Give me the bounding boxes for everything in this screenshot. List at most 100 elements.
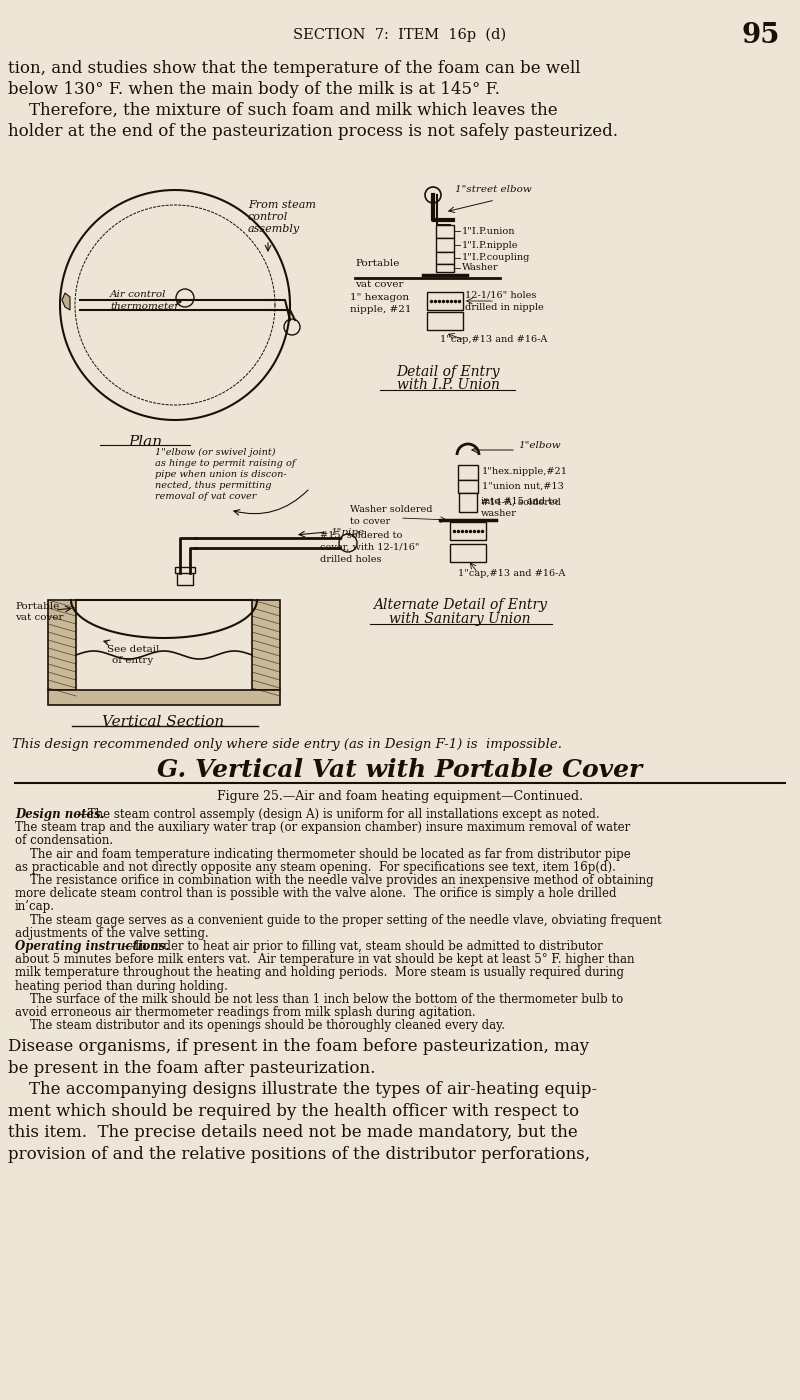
Text: —The steam control assemply (design A) is uniform for all installations except a: —The steam control assemply (design A) i… <box>76 808 600 820</box>
Text: into #15 and to: into #15 and to <box>481 497 558 507</box>
Text: as hinge to permit raising of: as hinge to permit raising of <box>155 459 295 468</box>
Text: avoid erroneous air thermometer readings from milk splash during agitation.: avoid erroneous air thermometer readings… <box>15 1007 476 1019</box>
Text: of condensation.: of condensation. <box>15 834 113 847</box>
Polygon shape <box>62 293 70 309</box>
Text: with Sanitary Union: with Sanitary Union <box>390 612 530 626</box>
Text: Portable: Portable <box>15 602 59 610</box>
Bar <box>450 545 486 561</box>
Text: ment which should be required by the health officer with respect to: ment which should be required by the hea… <box>8 1103 579 1120</box>
Text: The steam gage serves as a convenient guide to the proper setting of the needle : The steam gage serves as a convenient gu… <box>15 914 662 927</box>
Text: Therefore, the mixture of such foam and milk which leaves the: Therefore, the mixture of such foam and … <box>8 102 558 119</box>
Bar <box>436 225 454 238</box>
Text: washer: washer <box>481 510 517 518</box>
Text: The steam distributor and its openings should be thoroughly cleaned every day.: The steam distributor and its openings s… <box>15 1019 505 1032</box>
Bar <box>175 567 195 573</box>
Text: tion, and studies show that the temperature of the foam can be well: tion, and studies show that the temperat… <box>8 60 581 77</box>
Text: this item.  The precise details need not be made mandatory, but the: this item. The precise details need not … <box>8 1124 578 1141</box>
Text: cover, with 12-1/16": cover, with 12-1/16" <box>320 542 419 552</box>
Text: #14-A, soldered: #14-A, soldered <box>481 497 561 507</box>
Text: holder at the end of the pasteurization process is not safely pasteurized.: holder at the end of the pasteurization … <box>8 123 618 140</box>
Text: provision of and the relative positions of the distributor perforations,: provision of and the relative positions … <box>8 1147 590 1163</box>
Text: #15, soldered to: #15, soldered to <box>320 531 402 539</box>
Text: be present in the foam after pasteurization.: be present in the foam after pasteurizat… <box>8 1060 375 1077</box>
Text: in’cap.: in’cap. <box>15 900 55 913</box>
Text: 1"I.P.nipple: 1"I.P.nipple <box>462 241 518 249</box>
Text: of entry: of entry <box>112 657 154 665</box>
Bar <box>427 312 463 330</box>
Text: heating period than during holding.: heating period than during holding. <box>15 980 228 993</box>
Text: The steam trap and the auxiliary water trap (or expansion chamber) insure maximu: The steam trap and the auxiliary water t… <box>15 822 630 834</box>
Text: pipe when union is discon-: pipe when union is discon- <box>155 470 286 479</box>
Text: The accompanying designs illustrate the types of air-heating equip-: The accompanying designs illustrate the … <box>8 1081 597 1099</box>
Text: as practicable and not directly opposite any steam opening.  For specifications : as practicable and not directly opposite… <box>15 861 616 874</box>
Text: adjustments of the valve setting.: adjustments of the valve setting. <box>15 927 209 939</box>
Text: 1"union nut,#13: 1"union nut,#13 <box>482 482 564 490</box>
Text: —In order to heat air prior to filling vat, steam should be admitted to distribu: —In order to heat air prior to filling v… <box>123 939 603 953</box>
Text: Washer: Washer <box>462 263 498 273</box>
Text: 1"street elbow: 1"street elbow <box>455 185 532 195</box>
Text: nipple, #21: nipple, #21 <box>350 305 411 315</box>
Text: vat cover: vat cover <box>15 613 63 622</box>
Text: 95: 95 <box>742 22 780 49</box>
Text: with I.P. Union: with I.P. Union <box>397 378 499 392</box>
Text: 1"elbow: 1"elbow <box>518 441 561 449</box>
Text: Operating instructions.: Operating instructions. <box>15 939 170 953</box>
Bar <box>436 265 454 272</box>
Text: The resistance orifice in combination with the needle valve provides an inexpens: The resistance orifice in combination wi… <box>15 874 654 888</box>
Text: G. Vertical Vat with Portable Cover: G. Vertical Vat with Portable Cover <box>158 757 642 783</box>
Text: 1"hex.nipple,#21: 1"hex.nipple,#21 <box>482 468 568 476</box>
Text: removal of vat cover: removal of vat cover <box>155 491 256 501</box>
Text: Design notes.: Design notes. <box>15 808 105 820</box>
Circle shape <box>284 319 300 335</box>
Text: vat cover: vat cover <box>355 280 403 288</box>
Text: Figure 25.—Air and foam heating equipment—Continued.: Figure 25.—Air and foam heating equipmen… <box>217 790 583 804</box>
Text: This design recommended only where side entry (as in Design F-1) is  impossible.: This design recommended only where side … <box>12 738 562 750</box>
Bar <box>458 465 478 480</box>
Text: to cover: to cover <box>350 517 390 525</box>
Text: 1"I.P.coupling: 1"I.P.coupling <box>462 253 530 263</box>
Text: The air and foam temperature indicating thermometer should be located as far fro: The air and foam temperature indicating … <box>15 847 630 861</box>
Bar <box>177 570 193 585</box>
Text: thermometer: thermometer <box>110 302 179 311</box>
Bar <box>436 238 454 252</box>
Text: The surface of the milk should be not less than 1 inch below the bottom of the t: The surface of the milk should be not le… <box>15 993 623 1005</box>
Text: From steam: From steam <box>248 200 316 210</box>
Bar <box>450 522 486 540</box>
Text: Washer soldered: Washer soldered <box>350 505 433 515</box>
Text: See detail: See detail <box>107 645 159 654</box>
Text: 1"I.P.union: 1"I.P.union <box>462 227 515 235</box>
Text: 12-1/16" holes: 12-1/16" holes <box>465 291 536 300</box>
Text: Plan: Plan <box>128 435 162 449</box>
Bar <box>459 493 477 512</box>
Bar <box>427 293 463 309</box>
Bar <box>48 690 280 706</box>
Text: 1"cap,#13 and #16-A: 1"cap,#13 and #16-A <box>440 336 547 344</box>
Circle shape <box>339 533 357 552</box>
Text: assembly: assembly <box>248 224 300 234</box>
Circle shape <box>425 188 441 203</box>
Text: about 5 minutes before milk enters vat.  Air temperature in vat should be kept a: about 5 minutes before milk enters vat. … <box>15 953 634 966</box>
Text: SECTION  7:  ITEM  16p  (d): SECTION 7: ITEM 16p (d) <box>294 28 506 42</box>
Text: Detail of Entry: Detail of Entry <box>396 365 500 379</box>
Bar <box>48 601 76 690</box>
Text: Portable: Portable <box>355 259 399 267</box>
Text: below 130° F. when the main body of the milk is at 145° F.: below 130° F. when the main body of the … <box>8 81 500 98</box>
Text: milk temperature throughout the heating and holding periods.  More steam is usua: milk temperature throughout the heating … <box>15 966 624 980</box>
Text: 1"cap,#13 and #16-A: 1"cap,#13 and #16-A <box>458 568 566 577</box>
Text: nected, thus permitting: nected, thus permitting <box>155 482 271 490</box>
Text: 1"elbow (or swivel joint): 1"elbow (or swivel joint) <box>155 448 275 458</box>
Bar <box>436 252 454 265</box>
Text: Vertical Section: Vertical Section <box>102 715 224 729</box>
Text: drilled in nipple: drilled in nipple <box>465 302 544 312</box>
Text: 1"pipe: 1"pipe <box>330 528 364 538</box>
Text: Disease organisms, if present in the foam before pasteurization, may: Disease organisms, if present in the foa… <box>8 1039 589 1056</box>
Circle shape <box>176 288 194 307</box>
Text: drilled holes: drilled holes <box>320 554 382 563</box>
Text: 1" hexagon: 1" hexagon <box>350 294 409 302</box>
Bar <box>458 480 478 493</box>
Text: Alternate Detail of Entry: Alternate Detail of Entry <box>373 598 547 612</box>
Text: more delicate steam control than is possible with the valve alone.  The orifice : more delicate steam control than is poss… <box>15 888 617 900</box>
Text: control: control <box>248 211 288 223</box>
Bar <box>252 601 280 690</box>
Text: Air control: Air control <box>110 290 166 300</box>
